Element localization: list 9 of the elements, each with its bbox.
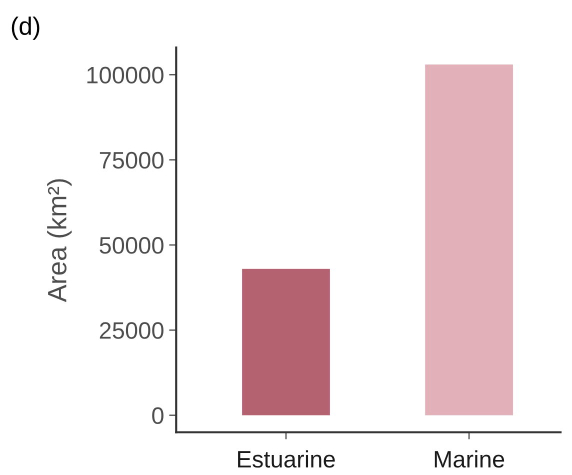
y-tick-label: 50000	[100, 237, 164, 254]
y-tick-label: 0	[152, 407, 164, 424]
y-tick-label: 100000	[87, 66, 164, 84]
text: (d)	[12, 16, 40, 40]
x-tick-label: Estuarine	[238, 450, 335, 468]
y-tick-label: 25000	[100, 322, 164, 339]
x-tick-label: Marine	[434, 450, 504, 468]
y-axis-title: Area (km²)	[47, 179, 72, 302]
y-tick-label: 75000	[100, 152, 164, 169]
